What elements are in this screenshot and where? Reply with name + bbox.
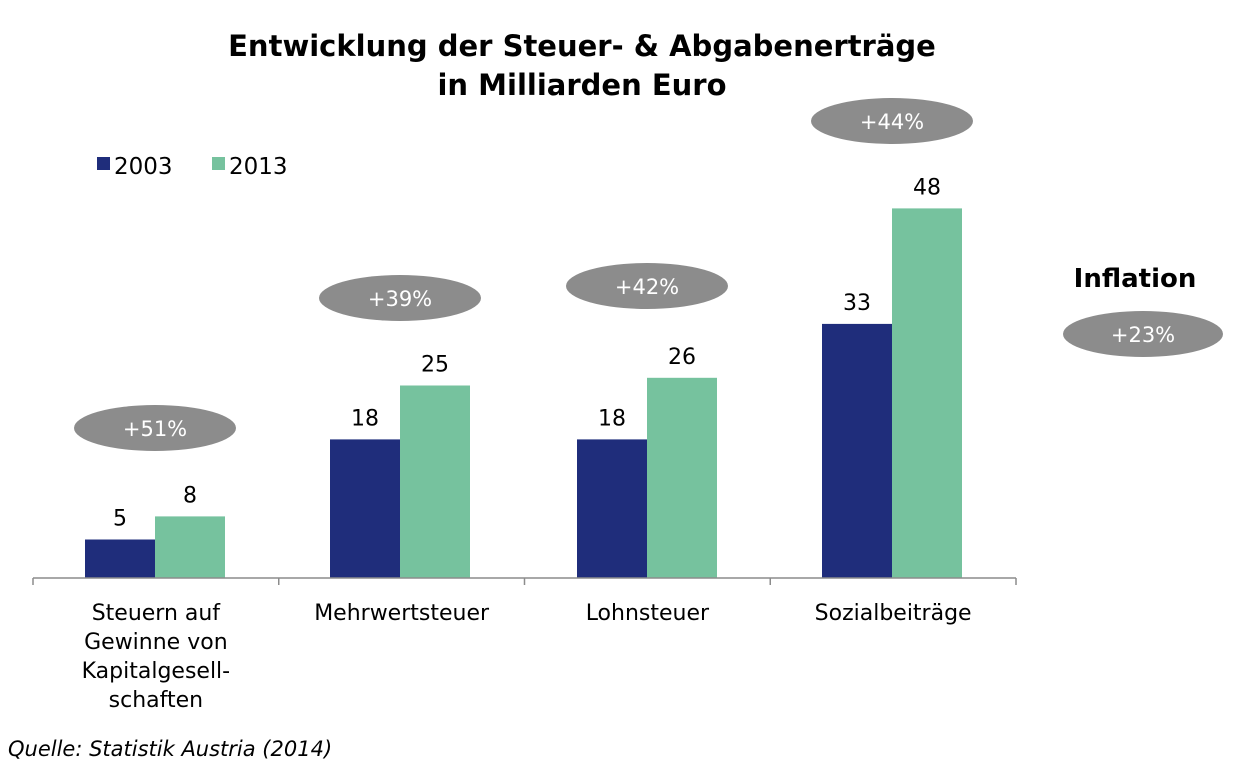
value-labels: 5 8 18 25 18 26 33 48 bbox=[113, 175, 941, 531]
category-label-0-line-2: Kapitalgesell- bbox=[82, 659, 230, 684]
category-label-1-line-0: Mehrwertsteuer bbox=[314, 601, 490, 626]
category-label-2-line-0: Lohnsteuer bbox=[586, 601, 710, 626]
bar-2013-2 bbox=[647, 377, 717, 578]
bar-2003-1 bbox=[330, 439, 400, 578]
value-label-2013-2: 26 bbox=[668, 345, 696, 370]
legend-label-2013: 2013 bbox=[229, 154, 288, 180]
growth-label-2: +42% bbox=[615, 275, 679, 299]
bar-2003-2 bbox=[577, 439, 647, 578]
chart-title-line-1: Entwicklung der Steuer- & Abgabenerträge bbox=[228, 29, 936, 63]
value-label-2003-2: 18 bbox=[598, 406, 626, 431]
inflation-label: Inflation bbox=[1074, 264, 1197, 294]
growth-badge-3 bbox=[811, 98, 973, 144]
value-label-2003-0: 5 bbox=[113, 507, 127, 532]
chart-title-line-2: in Milliarden Euro bbox=[437, 68, 726, 102]
growth-badge-1 bbox=[319, 275, 481, 321]
legend-swatch-2003 bbox=[97, 157, 110, 170]
category-labels: Steuern auf Gewinne von Kapitalgesell-scha… bbox=[82, 601, 972, 713]
value-label-2013-1: 25 bbox=[421, 353, 449, 378]
bars bbox=[85, 208, 962, 578]
source-note: Quelle: Statistik Austria (2014) bbox=[8, 737, 333, 761]
bar-2013-0 bbox=[155, 516, 225, 578]
category-label-3-line-0: Sozialbeiträge bbox=[815, 601, 972, 626]
growth-label-1: +39% bbox=[368, 287, 432, 311]
legend-swatch-2013 bbox=[212, 157, 225, 170]
growth-label-0: +51% bbox=[123, 417, 187, 441]
inflation-badge: +23% bbox=[1063, 311, 1223, 357]
value-label-2003-1: 18 bbox=[351, 406, 379, 431]
value-label-2013-3: 48 bbox=[913, 175, 941, 200]
inflation-value: +23% bbox=[1111, 323, 1175, 347]
bar-2003-3 bbox=[822, 323, 892, 578]
bar-2013-1 bbox=[400, 385, 470, 578]
bar-2013-3 bbox=[892, 208, 962, 578]
legend: 2003 2013 bbox=[97, 154, 288, 180]
legend-label-2003: 2003 bbox=[114, 154, 173, 180]
bar-2003-0 bbox=[85, 539, 155, 578]
x-axis bbox=[32, 577, 1017, 585]
growth-badge-2 bbox=[566, 263, 728, 309]
inflation-badge-shape bbox=[1063, 311, 1223, 357]
growth-label-3: +44% bbox=[860, 110, 924, 134]
category-label-0-line-1: Gewinne von bbox=[84, 630, 228, 655]
growth-badge-0 bbox=[74, 405, 236, 451]
category-label-0-line-0: Steuern auf bbox=[92, 601, 222, 626]
value-label-2013-0: 8 bbox=[183, 483, 197, 508]
value-label-2003-3: 33 bbox=[843, 291, 871, 316]
growth-badges: +51% +39% +42% +44% bbox=[74, 98, 973, 451]
category-label-0-line-3: schaften bbox=[109, 688, 203, 713]
